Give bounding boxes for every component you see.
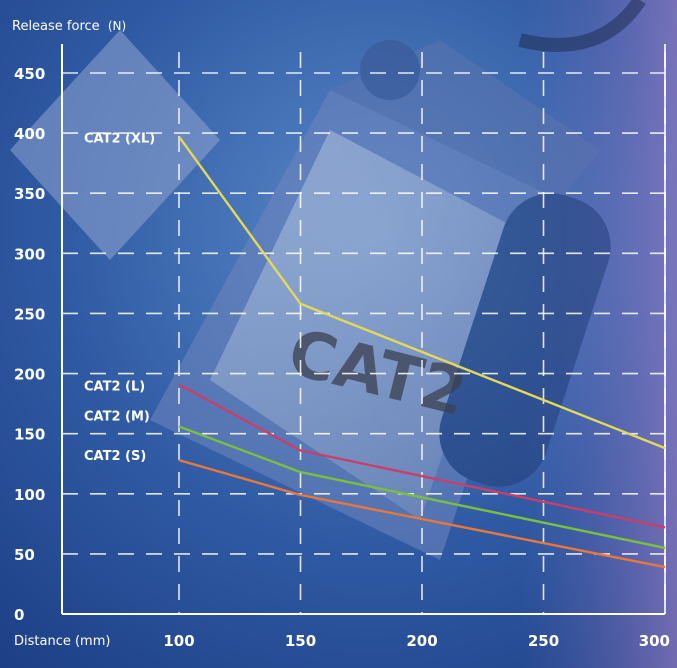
x-tick-label: 250 (528, 632, 559, 650)
y-tick-label: 400 (14, 125, 45, 143)
series-line-cat2-s (178, 458, 666, 569)
y-tick-label: 300 (14, 245, 45, 263)
y-tick-label: 50 (14, 546, 35, 564)
y-tick-label: 250 (14, 305, 45, 323)
series-label-cat2-m: CAT2 (M) (84, 409, 150, 424)
x-tick-label: 150 (285, 632, 316, 650)
series-line-cat2-xl (178, 135, 666, 450)
y-axis-title-text: Release force (12, 19, 100, 34)
y-axis-title: Release force (N) (12, 19, 126, 34)
x-tick-label: 300 (639, 632, 670, 650)
y-tick-label: 150 (14, 426, 45, 444)
device-illustration (10, 0, 646, 560)
y-tick-label: 100 (14, 486, 45, 504)
x-tick-label: 100 (163, 632, 194, 650)
y-axis-unit: (N) (108, 19, 126, 33)
axes (61, 44, 666, 615)
x-axis-title: Distance (mm) (14, 634, 110, 649)
series-lines (178, 135, 666, 569)
series-line-cat2-m (178, 425, 666, 550)
series-label-cat2-xl: CAT2 (XL) (84, 132, 155, 147)
series-label-cat2-l: CAT2 (L) (84, 379, 145, 394)
y-tick-label: 200 (14, 366, 45, 384)
y-tick-label: 450 (14, 65, 45, 83)
labels: 0 50 100 150 200 250 300 350 400 450 100 150 200 250 3… (14, 65, 670, 650)
y-tick-label: 0 (14, 606, 24, 624)
x-tick-label: 200 (406, 632, 437, 650)
series-label-cat2-s: CAT2 (S) (84, 449, 146, 464)
y-tick-label: 350 (14, 185, 45, 203)
